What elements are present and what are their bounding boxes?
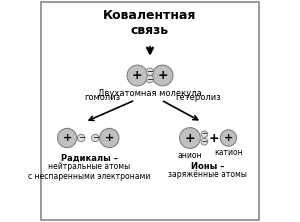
Circle shape bbox=[201, 131, 208, 138]
Circle shape bbox=[152, 65, 173, 86]
Text: +: + bbox=[224, 133, 233, 143]
Text: −: − bbox=[146, 67, 154, 76]
Text: гомолиз: гомолиз bbox=[84, 93, 120, 102]
Circle shape bbox=[127, 65, 148, 86]
Circle shape bbox=[180, 128, 200, 148]
Circle shape bbox=[58, 128, 77, 148]
Text: −: − bbox=[202, 131, 207, 137]
Circle shape bbox=[146, 75, 154, 83]
Text: нейтральные атомы
с неспаренными электронами: нейтральные атомы с неспаренными электро… bbox=[28, 162, 151, 181]
Circle shape bbox=[146, 68, 154, 75]
Text: +: + bbox=[132, 69, 143, 82]
Circle shape bbox=[220, 130, 237, 146]
Circle shape bbox=[100, 128, 119, 148]
Text: Радикалы –: Радикалы – bbox=[61, 154, 118, 163]
Circle shape bbox=[77, 134, 85, 142]
Text: Ковалентная
связь: Ковалентная связь bbox=[103, 9, 197, 37]
Text: +: + bbox=[105, 133, 114, 143]
Text: −: − bbox=[78, 133, 85, 143]
Text: Двухатомная молекула: Двухатомная молекула bbox=[98, 89, 202, 98]
Text: Ионы –: Ионы – bbox=[191, 162, 224, 171]
Circle shape bbox=[92, 134, 99, 142]
Text: заряжённые атомы: заряжённые атомы bbox=[168, 170, 247, 179]
Text: −: − bbox=[146, 75, 154, 84]
Text: +: + bbox=[209, 131, 220, 145]
Text: −: − bbox=[92, 133, 99, 143]
Text: −: − bbox=[202, 139, 207, 145]
Text: гетеролиз: гетеролиз bbox=[175, 93, 221, 102]
Text: анион: анион bbox=[178, 151, 202, 160]
Text: катион: катион bbox=[214, 148, 243, 157]
Text: +: + bbox=[62, 133, 72, 143]
Text: +: + bbox=[184, 131, 195, 145]
Circle shape bbox=[201, 138, 208, 145]
Text: +: + bbox=[157, 69, 168, 82]
